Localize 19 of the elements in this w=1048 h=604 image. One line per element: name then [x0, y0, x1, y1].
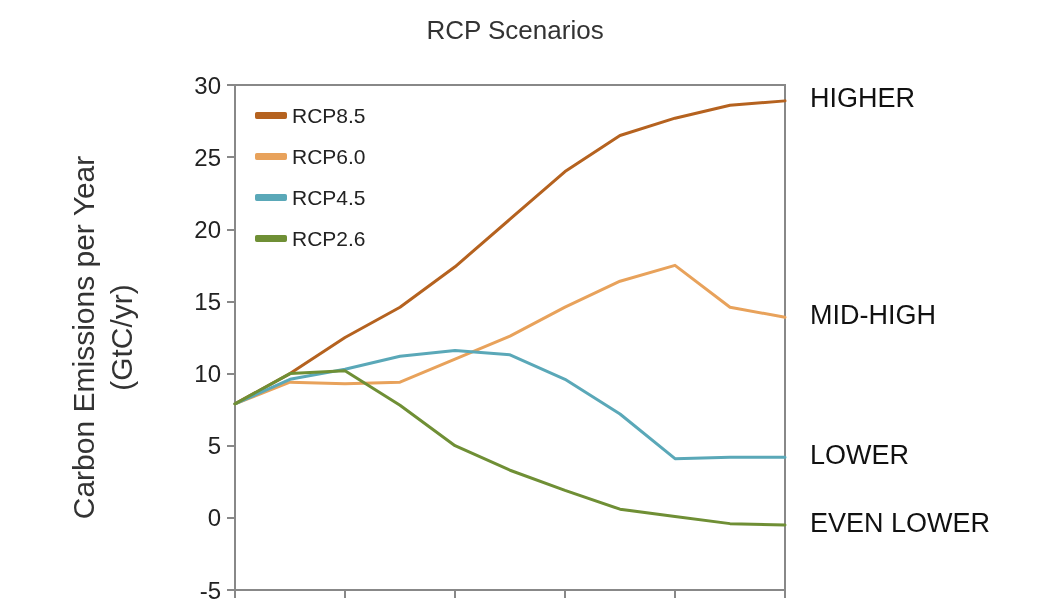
legend-label: RCP6.0 [292, 145, 366, 168]
legend-label: RCP4.5 [292, 186, 366, 209]
y-tick-label: 30 [194, 71, 221, 99]
legend-label: RCP2.6 [292, 227, 366, 250]
y-tick-label: 15 [194, 287, 221, 315]
y-tick-label: 25 [194, 143, 221, 171]
y-tick-label: -5 [199, 576, 221, 604]
text: EVEN LOWER [810, 507, 991, 538]
y-tick-label: 20 [194, 215, 221, 243]
chart-title: RCP Scenarios [426, 15, 604, 45]
y-axis-title: Carbon Emissions per Year (GtC/yr) [66, 155, 138, 520]
line-series [233, 369, 787, 527]
text: HIGHER [810, 83, 916, 114]
text: LOWER [810, 439, 910, 470]
y-tick-label: 10 [194, 360, 221, 388]
y-tick-label: 5 [207, 432, 221, 460]
y-tick-label: 0 [207, 504, 221, 532]
legend-label: RCP8.5 [292, 104, 366, 127]
text: MID-HIGH [810, 299, 936, 330]
